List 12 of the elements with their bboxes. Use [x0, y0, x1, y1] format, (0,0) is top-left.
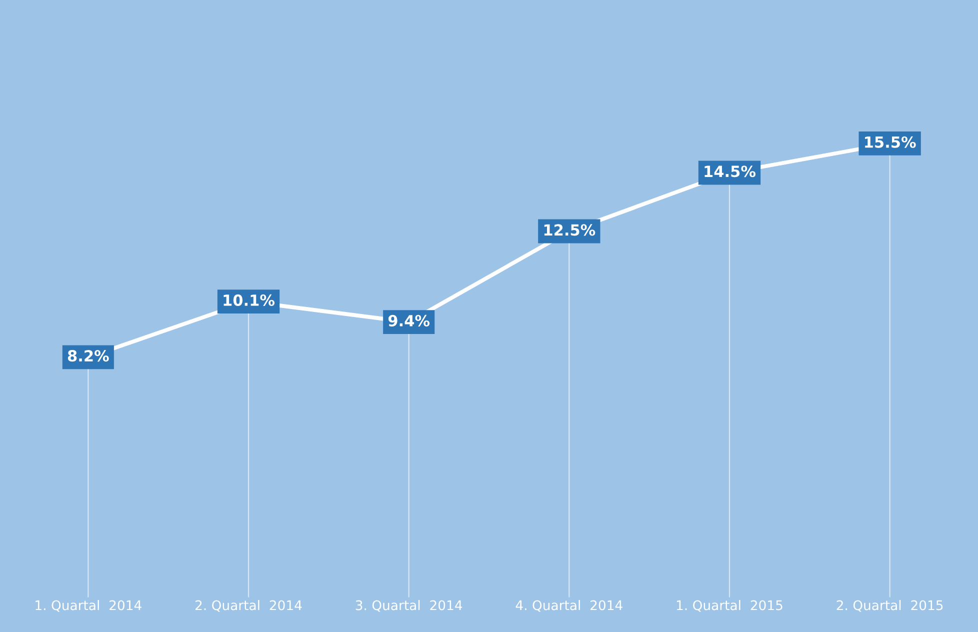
data-label: 14.5%: [704, 166, 756, 178]
data-label: 8.2%: [68, 350, 109, 362]
x-tick-label: 1. Quartal 2014: [36, 600, 142, 612]
data-label: 10.1%: [224, 294, 275, 306]
data-label: 12.5%: [544, 224, 596, 236]
data-label: 15.5%: [865, 136, 916, 148]
x-tick-label: 2. Quartal 2015: [836, 600, 943, 612]
x-tick-label: 1. Quartal 2015: [676, 600, 782, 612]
x-tick-label: 2. Quartal 2014: [196, 600, 302, 612]
data-label: 9.4%: [388, 314, 430, 326]
x-tick-label: 3. Quartal 2014: [356, 600, 462, 612]
x-tick-label: 4. Quartal 2014: [516, 600, 622, 612]
